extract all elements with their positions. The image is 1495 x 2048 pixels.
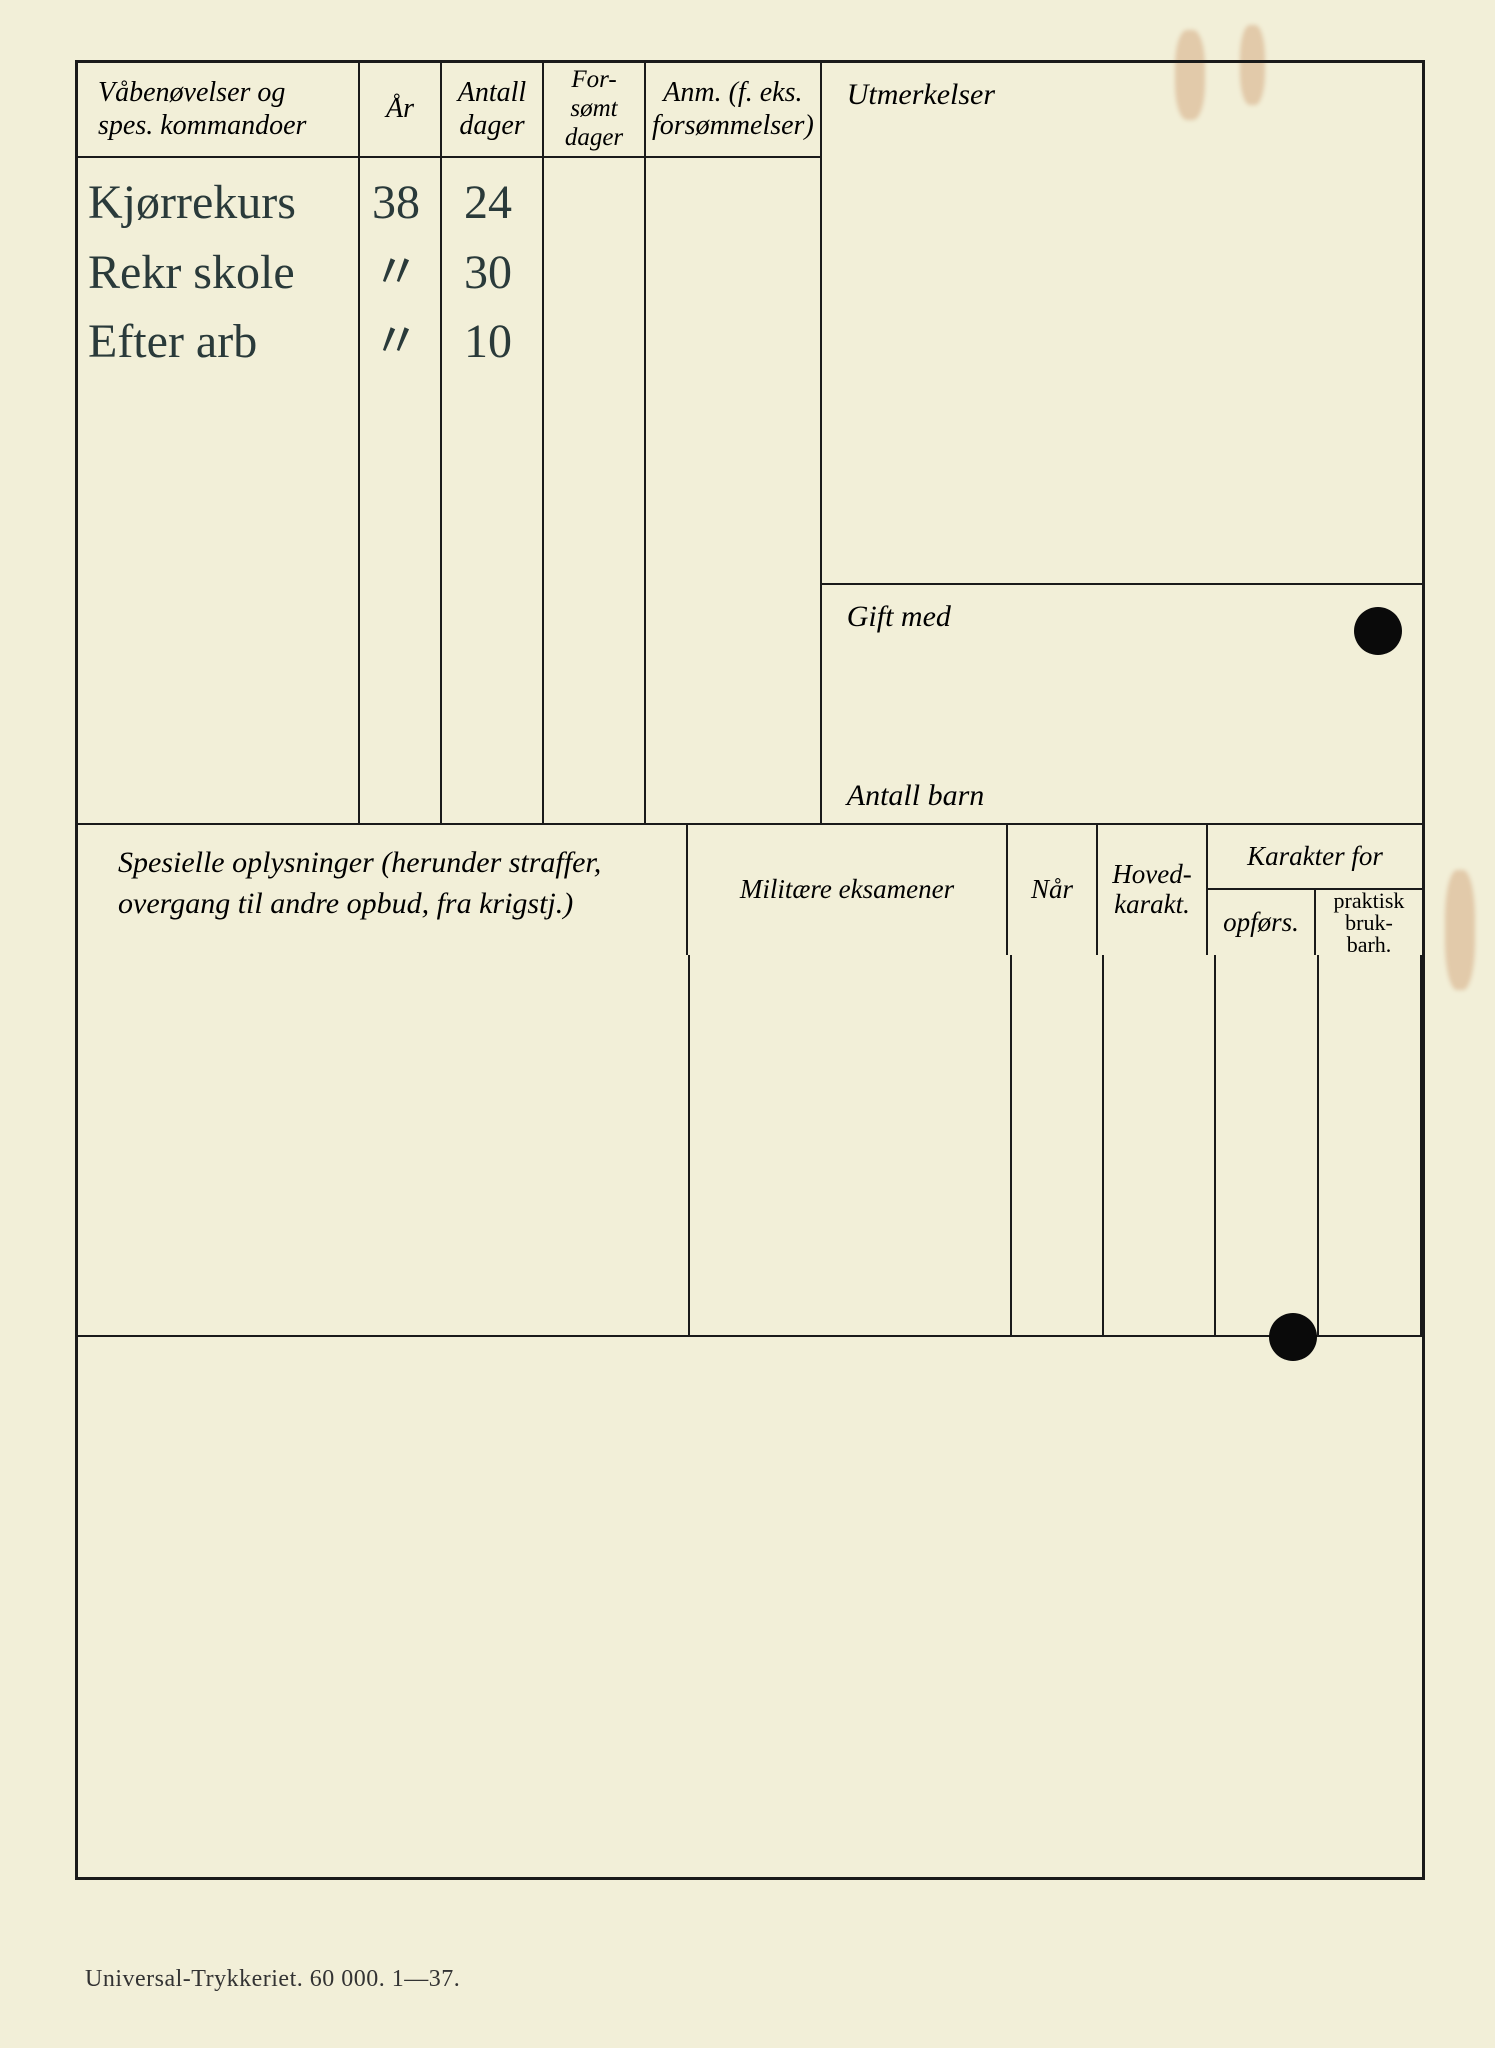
- exam-body-grade: [1104, 955, 1216, 1335]
- page: Våbenøvelser og spes. kommandoer Kjørrek…: [0, 0, 1495, 2048]
- exam-col-grade: Hoved- karakt.: [1098, 825, 1208, 955]
- married-label: Gift med: [847, 600, 951, 634]
- hole-punch: [1269, 1313, 1317, 1361]
- col-days: Antall dager 24 30 10: [442, 63, 544, 823]
- form-card: Våbenøvelser og spes. kommandoer Kjørrek…: [75, 60, 1425, 1880]
- character-bottom: opførs. praktisk bruk- barh.: [1208, 890, 1422, 955]
- practical-col: praktisk bruk- barh.: [1316, 890, 1422, 955]
- exam-body-practical: [1319, 955, 1422, 1335]
- header-missed: For- sømt dager: [544, 63, 644, 158]
- header-line: Våbenøvelser og: [98, 77, 285, 109]
- col-exercise-name: Våbenøvelser og spes. kommandoer Kjørrek…: [78, 63, 360, 823]
- exercises-table: Våbenøvelser og spes. kommandoer Kjørrek…: [78, 63, 822, 823]
- exam-body-when: [1012, 955, 1104, 1335]
- header-year: År: [360, 63, 440, 158]
- mid-headers: Spesielle oplysninger (herunder straffer…: [78, 825, 1422, 955]
- header-days: Antall dager: [442, 63, 542, 158]
- handwritten-days: 24 30 10: [442, 158, 542, 377]
- character-top: Karakter for: [1208, 825, 1422, 890]
- handwritten-years: 38 〃 〃: [360, 158, 440, 377]
- distinctions-label: Utmerkelser: [847, 78, 995, 112]
- body-area: [78, 955, 1422, 1337]
- header-remarks: Anm. (f. eks. forsømmelser): [646, 63, 820, 158]
- distinctions-box: Utmerkelser: [822, 63, 1422, 585]
- right-top-section: Utmerkelser Gift med Antall barn: [822, 63, 1422, 823]
- col-remarks: Anm. (f. eks. forsømmelser): [646, 63, 822, 823]
- exams-body: [690, 955, 1422, 1335]
- exam-body-conduct: [1216, 955, 1319, 1335]
- printer-footer: Universal-Trykkeriet. 60 000. 1—37.: [85, 1966, 460, 1993]
- marital-box: Gift med Antall barn: [822, 585, 1422, 823]
- handwritten-names: Kjørrekurs Rekr skole Efter arb: [78, 158, 358, 377]
- children-label: Antall barn: [847, 779, 985, 813]
- conduct-col: opførs.: [1208, 890, 1316, 955]
- exam-body-main: [690, 955, 1012, 1335]
- special-info-body: [78, 955, 690, 1335]
- exams-header: Militære eksamener Når Hoved- karakt. Ka…: [688, 825, 1422, 955]
- special-info-header: Spesielle oplysninger (herunder straffer…: [78, 825, 688, 955]
- header-exercise: Våbenøvelser og spes. kommandoer: [78, 63, 358, 158]
- exam-col-main: Militære eksamener: [688, 825, 1008, 955]
- stain: [1445, 870, 1475, 990]
- col-missed: For- sømt dager: [544, 63, 646, 823]
- top-section: Våbenøvelser og spes. kommandoer Kjørrek…: [78, 63, 1422, 825]
- col-year: År 38 〃 〃: [360, 63, 442, 823]
- hole-punch: [1354, 607, 1402, 655]
- exam-col-character: Karakter for opførs. praktisk bruk- barh…: [1208, 825, 1422, 955]
- exam-col-when: Når: [1008, 825, 1098, 955]
- header-line: spes. kommandoer: [98, 110, 306, 142]
